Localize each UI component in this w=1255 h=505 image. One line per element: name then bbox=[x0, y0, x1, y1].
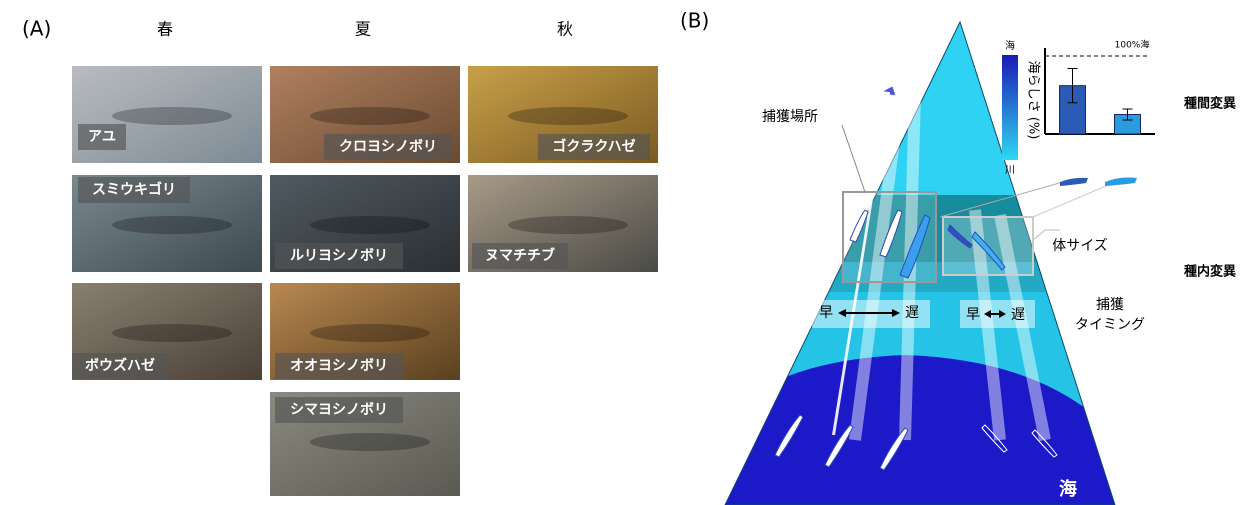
annotation: 体サイズ bbox=[1052, 238, 1108, 254]
species-label: ゴクラクハゼ bbox=[552, 138, 635, 155]
fish-shape bbox=[310, 107, 430, 125]
season: 秋 bbox=[557, 20, 573, 39]
label-box bbox=[78, 177, 190, 203]
species-label: ルリヨシノボリ bbox=[290, 248, 388, 264]
season: 夏 bbox=[355, 20, 371, 39]
fish-shape bbox=[112, 324, 232, 342]
annotation: 捕獲場所 bbox=[762, 109, 818, 125]
label-box bbox=[472, 243, 568, 269]
sea-label: 海 bbox=[1059, 478, 1077, 500]
species-label: クロヨシノボリ bbox=[339, 139, 437, 155]
callout bbox=[1032, 229, 1060, 241]
season: 春 bbox=[157, 20, 173, 39]
species-label: シマヨシノボリ bbox=[290, 402, 388, 418]
side-label: 種内変異 bbox=[1184, 264, 1236, 280]
fish-shape bbox=[310, 433, 430, 451]
species-label: オオヨシノボリ bbox=[290, 358, 388, 374]
annotation: タイミング bbox=[1075, 317, 1145, 333]
label-box bbox=[275, 243, 403, 269]
label-box bbox=[538, 134, 650, 160]
species-label: ヌマチチブ bbox=[485, 247, 555, 264]
fish-shape bbox=[310, 216, 430, 234]
panel-label: (A) bbox=[22, 17, 51, 41]
colorbar-label: 海 bbox=[1005, 39, 1015, 52]
annotation: 捕獲 bbox=[1096, 297, 1124, 313]
river-label: 川 bbox=[908, 55, 927, 76]
panel-label: (B) bbox=[680, 9, 709, 33]
timing-label: 遅 bbox=[905, 305, 919, 321]
fish-shape bbox=[508, 216, 628, 234]
timing-label: 早 bbox=[819, 305, 833, 321]
colorbar-label: 川 bbox=[1005, 165, 1015, 176]
label-box bbox=[275, 397, 403, 423]
fish-shape bbox=[112, 107, 232, 125]
error-bar bbox=[1067, 67, 1078, 104]
callout bbox=[841, 124, 866, 193]
label-box bbox=[72, 353, 168, 379]
species-label: ボウズハゼ bbox=[85, 357, 155, 374]
fish-shape bbox=[310, 324, 430, 342]
timing-label: 遅 bbox=[1011, 307, 1025, 323]
timing-label: 早 bbox=[966, 307, 980, 323]
reference-label: 100%海 bbox=[1115, 39, 1150, 51]
colorbar bbox=[1002, 55, 1018, 160]
species-label: スミウキゴリ bbox=[92, 181, 176, 198]
fish-shape bbox=[508, 107, 628, 125]
label-box bbox=[78, 124, 126, 150]
label-box bbox=[324, 134, 452, 160]
label-box bbox=[275, 353, 403, 379]
y-axis-label: 海らしさ (%) bbox=[1026, 61, 1041, 140]
species-label: アユ bbox=[88, 129, 116, 145]
fish-shape bbox=[112, 216, 232, 234]
side-label: 種間変異 bbox=[1184, 96, 1236, 112]
error-bar bbox=[1122, 108, 1133, 121]
